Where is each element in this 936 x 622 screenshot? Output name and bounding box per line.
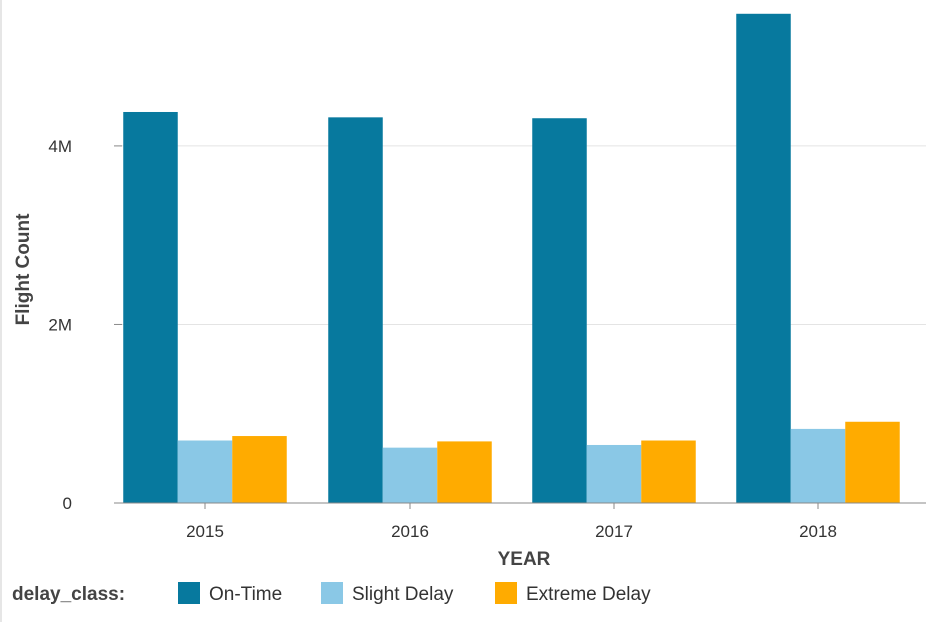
bar-extreme-delay-2018 [845,421,900,503]
bar-extreme-delay-2017 [641,440,696,503]
y-tick-label: 4M [48,137,72,156]
x-tick-label: 2018 [799,522,837,541]
bar-on-time-2015 [123,111,178,504]
x-tick-labels: 2015 2016 2017 2018 [186,503,837,541]
bar-extreme-delay-2016 [437,441,492,503]
legend-title: delay_class: [12,584,125,605]
x-tick-label: 2015 [186,522,224,541]
x-tick-label: 2017 [595,522,633,541]
bar-slight-delay-2017 [586,444,642,503]
x-tick-label: 2016 [391,522,429,541]
bar-on-time-2018 [736,13,791,503]
bar-on-time-2016 [328,117,383,503]
legend: delay_class: On-Time Slight Delay Extreme … [12,582,651,605]
bar-slight-delay-2018 [790,428,846,503]
legend-label-slight-delay: Slight Delay [352,584,454,605]
legend-swatch-slight-delay [321,582,343,604]
y-tick-label: 2M [48,315,72,334]
y-axis-title: Flight Count [13,213,34,326]
grid-lines [114,145,926,504]
bar-slight-delay-2016 [382,447,438,503]
y-tick-labels: 0 2M 4M [48,137,72,513]
bar-on-time-2017 [532,118,587,503]
y-tick-label: 0 [63,494,72,513]
legend-label-on-time: On-Time [209,584,282,605]
bar-slight-delay-2015 [177,440,233,503]
legend-label-extreme-delay: Extreme Delay [526,584,651,605]
legend-swatch-on-time [178,582,200,604]
bar-extreme-delay-2015 [232,436,287,503]
bars [123,13,900,504]
legend-swatch-extreme-delay [495,582,517,604]
x-axis-title: YEAR [498,549,551,570]
